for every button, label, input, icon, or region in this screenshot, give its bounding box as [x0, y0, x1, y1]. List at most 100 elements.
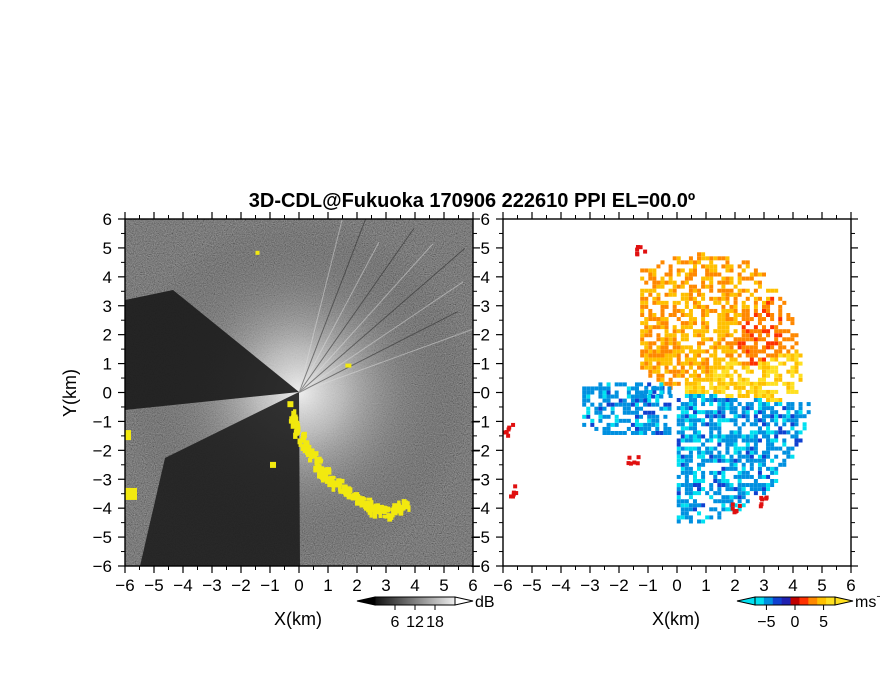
velocity-cell [701, 410, 706, 415]
velocity-cell [717, 389, 722, 394]
velocity-cell [762, 308, 766, 313]
velocity-cell [705, 272, 710, 277]
velocity-cell [676, 272, 681, 277]
snr-yellow-cell [391, 514, 395, 518]
velocity-cell [701, 385, 706, 390]
velocity-cell [741, 268, 746, 273]
velocity-cell [684, 313, 689, 318]
velocity-cell [697, 385, 702, 390]
velocity-cell [733, 304, 738, 309]
velocity-cell [790, 321, 795, 326]
velocity-cell [721, 377, 726, 382]
velocity-cell [684, 292, 689, 297]
velocity-cell [676, 495, 681, 500]
velocity-cell [717, 365, 722, 370]
velocity-cell [794, 414, 799, 419]
velocity-cell [688, 313, 693, 318]
velocity-cell [737, 483, 742, 488]
velocity-cell [676, 499, 681, 504]
velocity-cell [644, 296, 649, 301]
velocity-cell [725, 438, 730, 443]
velocity-cell [651, 394, 656, 399]
velocity-cell [701, 487, 706, 492]
velocity-cell [676, 369, 681, 374]
velocity-cell [656, 353, 661, 358]
snr-yellow-cell [292, 415, 298, 419]
velocity-edge-cell [635, 247, 640, 252]
velocity-cell [745, 296, 750, 301]
velocity-cell [762, 373, 766, 378]
velocity-cell [733, 442, 738, 447]
y-tick-label: −6 [471, 557, 490, 576]
velocity-cell [717, 377, 722, 382]
velocity-cell [741, 438, 746, 443]
velocity-cell [782, 414, 787, 419]
velocity-cell [733, 446, 738, 451]
velocity-cell [806, 402, 811, 407]
velocity-cell [737, 434, 742, 439]
velocity-cell [749, 422, 754, 427]
velocity-cell [745, 470, 750, 475]
snr-yellow-cell [299, 438, 305, 443]
velocity-edge-cell [626, 461, 631, 466]
velocity-cell [676, 418, 681, 423]
velocity-cell [766, 438, 771, 443]
colorbar-unit-exponent: −1 [876, 591, 880, 603]
velocity-cell [717, 422, 722, 427]
velocity-cell [717, 426, 722, 431]
velocity-cell [725, 385, 730, 390]
velocity-cell [672, 381, 677, 386]
velocity-cell [713, 470, 718, 475]
velocity-cell [672, 304, 677, 309]
velocity-cell [733, 369, 738, 374]
velocity-cell [786, 385, 791, 390]
velocity-cell [668, 264, 673, 269]
velocity-cell [664, 300, 669, 305]
velocity-cell [701, 369, 706, 374]
velocity-cell [640, 321, 645, 326]
velocity-cell [790, 418, 795, 423]
velocity-cell [701, 292, 706, 297]
velocity-cell [725, 402, 730, 407]
snr-yellow-cell [372, 510, 379, 515]
velocity-cell [786, 446, 791, 451]
velocity-cell [655, 426, 660, 431]
velocity-cell [709, 268, 714, 273]
velocity-cell [652, 317, 657, 322]
snr-radial-streaks [298, 219, 473, 393]
x-tick-label: 1 [323, 576, 332, 595]
velocity-cell [741, 308, 746, 313]
snr-yellow-cell [301, 434, 307, 440]
velocity-cell [766, 434, 771, 439]
velocity-cell [652, 313, 657, 318]
velocity-cell [745, 349, 750, 354]
velocity-cell [684, 272, 689, 277]
velocity-cell [741, 503, 746, 508]
velocity-cell [680, 434, 685, 439]
velocity-cell [729, 353, 734, 358]
velocity-cell [639, 406, 644, 411]
velocity-cell [676, 515, 681, 520]
velocity-cell [762, 337, 766, 342]
velocity-cell [757, 462, 762, 467]
velocity-cell [667, 430, 672, 435]
velocity-cell [725, 341, 730, 346]
velocity-cell [766, 454, 771, 459]
velocity-cell [692, 317, 697, 322]
velocity-cell [676, 442, 681, 447]
velocity-cell [648, 268, 653, 273]
velocity-cell [770, 466, 775, 471]
velocity-cell [688, 483, 693, 488]
velocity-cell [713, 345, 718, 350]
velocity-cell [737, 495, 742, 500]
velocity-cell [590, 418, 595, 423]
velocity-cell [684, 276, 689, 281]
velocity-cell [778, 304, 783, 309]
velocity-cell [697, 410, 702, 415]
velocity-cell [717, 272, 722, 277]
velocity-cell [717, 357, 722, 362]
velocity-cell [659, 430, 664, 435]
velocity-cell [721, 373, 726, 378]
snr-yellow-cell [303, 440, 310, 445]
velocity-cell [753, 438, 758, 443]
